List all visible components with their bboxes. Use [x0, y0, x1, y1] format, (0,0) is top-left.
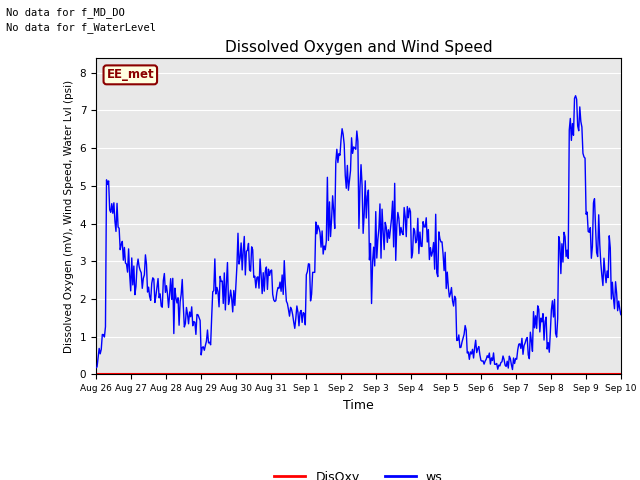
Y-axis label: Dissolved Oxygen (mV), Wind Speed, Water Lvl (psi): Dissolved Oxygen (mV), Wind Speed, Water…: [64, 79, 74, 353]
Text: No data for f_WaterLevel: No data for f_WaterLevel: [6, 22, 156, 33]
Title: Dissolved Oxygen and Wind Speed: Dissolved Oxygen and Wind Speed: [225, 40, 492, 55]
X-axis label: Time: Time: [343, 399, 374, 412]
Text: No data for f_MD_DO: No data for f_MD_DO: [6, 7, 125, 18]
Text: EE_met: EE_met: [106, 68, 154, 81]
Legend: DisOxy, ws: DisOxy, ws: [269, 466, 447, 480]
